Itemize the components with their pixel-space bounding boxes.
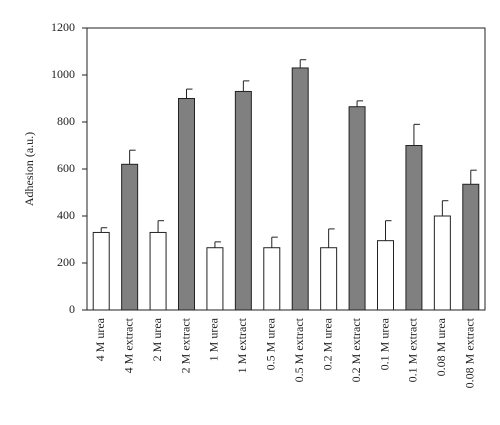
x-tick-label: 2 M extract <box>178 317 192 373</box>
x-tick-label: 1 M urea <box>207 317 221 361</box>
bar <box>462 183 480 311</box>
x-tick-label: 0.1 M urea <box>377 317 391 370</box>
bar <box>92 231 110 311</box>
bar <box>377 240 394 311</box>
bar <box>320 247 338 311</box>
bar <box>178 98 195 311</box>
x-tick-label: 1 M extract <box>235 317 249 373</box>
y-tick-label: 1000 <box>51 67 75 81</box>
x-tick-label: 2 M urea <box>150 317 164 361</box>
bar <box>206 247 224 311</box>
x-tick-label: 0.5 M extract <box>292 317 306 382</box>
x-tick-label: 0.08 M extract <box>463 317 477 388</box>
y-tick-label: 400 <box>57 208 75 222</box>
bar <box>348 106 366 311</box>
x-tick-label: 4 M extract <box>121 317 135 373</box>
bar <box>263 247 281 311</box>
bar <box>234 90 252 311</box>
y-tick-label: 0 <box>69 302 75 316</box>
x-tick-label: 0.08 M urea <box>434 317 448 376</box>
x-tick-label: 4 M urea <box>93 317 107 361</box>
bar <box>121 163 139 311</box>
x-tick-label: 0.2 M urea <box>320 317 334 370</box>
y-tick-label: 600 <box>57 161 75 175</box>
y-tick-label: 200 <box>57 255 75 269</box>
x-tick-label: 0.1 M extract <box>406 317 420 382</box>
bar <box>433 215 451 311</box>
y-axis-label: Adhesion (a.u.) <box>22 132 36 206</box>
bar <box>405 145 423 311</box>
bar <box>149 231 167 311</box>
y-tick-label: 800 <box>57 114 75 128</box>
bar <box>291 67 309 311</box>
plot-frame <box>86 27 486 311</box>
y-tick-label: 1200 <box>51 20 75 34</box>
x-tick-label: 0.2 M extract <box>349 317 363 382</box>
x-tick-label: 0.5 M urea <box>264 317 278 370</box>
